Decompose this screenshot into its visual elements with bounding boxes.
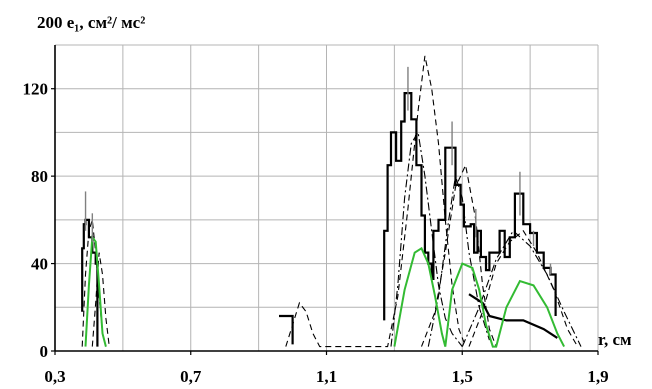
x-axis-label: r, см [598,330,632,349]
series-solid-step [383,92,557,321]
x-tick-label: 0,7 [180,367,202,386]
grid-lines [54,44,599,352]
axes [51,45,599,355]
tick-labels: 0,3 0,7 1,1 1,5 1,9 0 40 80 120 [23,80,609,386]
y-tick-label: 120 [23,80,49,99]
series-dash-dot [427,175,490,347]
series-dashed [91,252,110,347]
series-dashed [285,55,467,348]
data-series [81,55,582,348]
y-tick-label: 40 [31,255,48,274]
y-axis-label: 200 e₁, см²/ мс² [37,13,145,32]
y-tick-label: 80 [31,167,48,186]
x-tick-label: 1,1 [316,367,337,386]
series-solid-step [81,218,99,347]
x-tick-label: 0,3 [44,367,65,386]
series-green [84,234,107,347]
series-solid-step [279,314,294,345]
y-tick-label: 0 [40,342,49,361]
x-tick-label: 1,9 [587,367,608,386]
x-tick-label: 1,5 [452,367,473,386]
series-dashed [468,229,579,347]
error-bars [84,66,552,275]
series-green [393,246,565,348]
series-dash-dot [390,130,463,347]
